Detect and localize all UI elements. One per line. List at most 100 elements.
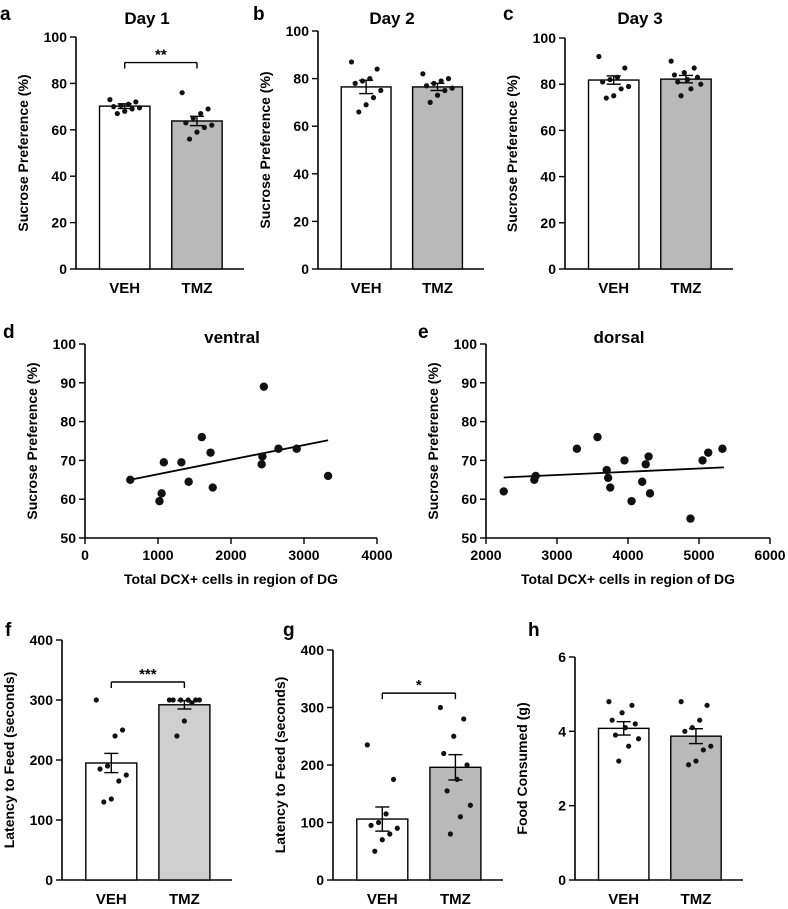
x-tick-label: 3000: [288, 547, 319, 563]
bar-tmz: [429, 766, 482, 881]
y-tick-label: 20: [540, 215, 556, 231]
y-tick-label: 60: [51, 122, 67, 138]
panel-e: e dorsal Sucrose Preference (%) 50 60 70 80 90 1…: [418, 322, 786, 587]
data-point: [119, 727, 126, 733]
scatter-point: [627, 496, 636, 506]
data-point: [596, 53, 602, 60]
panel-letter: b: [253, 4, 265, 25]
scatter-point: [126, 475, 135, 484]
scatter-point: [257, 460, 266, 469]
scatter-point: [704, 448, 713, 457]
scatter-point: [572, 444, 582, 453]
data-point: [427, 99, 433, 105]
data-point: [467, 802, 473, 808]
data-point: [136, 105, 143, 111]
data-point: [611, 93, 617, 99]
y-tick-label: 2: [558, 798, 566, 814]
scatter-point: [292, 444, 301, 453]
data-point: [189, 700, 195, 706]
significance-marker: *: [416, 677, 422, 694]
scatter-point: [274, 444, 283, 453]
y-tick-label: 0: [59, 261, 67, 277]
data-point: [607, 76, 613, 83]
data-point: [614, 74, 621, 80]
data-point: [122, 108, 128, 114]
y-tick-label: 40: [540, 169, 556, 185]
y-tick-label: 60: [60, 491, 76, 507]
y-axis-label: Sucrose Preference (%): [257, 71, 273, 228]
panel-f: f Latency to Feed (seconds) 0 100 200 300 400 V…: [1, 620, 232, 908]
data-point: [700, 747, 706, 753]
data-point: [694, 74, 701, 80]
scatter-point: [157, 489, 166, 498]
chart-title: Day 2: [369, 9, 414, 28]
y-tick-label: 80: [540, 76, 556, 92]
data-point: [394, 825, 400, 831]
x-tick-label: 2000: [470, 547, 501, 563]
data-point: [609, 717, 615, 723]
data-point: [629, 702, 635, 708]
data-point: [675, 79, 681, 85]
y-axis-label: Latency to Feed (seconds): [272, 677, 288, 854]
scatter-point: [638, 477, 647, 486]
y-tick-label: 100: [454, 336, 478, 352]
data-point: [457, 814, 463, 820]
data-point: [441, 750, 447, 757]
y-tick-label: 70: [461, 452, 477, 468]
scatter-point: [208, 483, 217, 492]
data-point: [464, 762, 470, 768]
y-tick-label: 0: [301, 261, 309, 277]
data-point: [97, 766, 103, 772]
data-point: [133, 99, 139, 105]
data-point: [449, 85, 455, 91]
y-tick-label: 100: [286, 23, 310, 39]
scatter-point: [323, 471, 333, 481]
y-axis-label: Sucrose Preference (%): [15, 74, 31, 231]
panel-letter: d: [3, 322, 15, 343]
panel-letter: a: [0, 4, 11, 25]
data-point: [438, 78, 444, 84]
scatter-point: [159, 458, 169, 467]
bar-veh: [587, 79, 640, 270]
data-point: [104, 763, 111, 769]
y-tick-label: 40: [293, 166, 309, 182]
data-point: [201, 124, 207, 131]
scatter-point: [258, 452, 267, 461]
scatter-point: [645, 489, 655, 498]
scatter-point: [620, 456, 629, 465]
y-tick-label: 100: [533, 30, 557, 46]
y-tick-label: 80: [461, 414, 477, 430]
data-point: [363, 102, 369, 108]
data-point: [635, 736, 642, 742]
data-point: [107, 97, 113, 103]
data-point: [697, 717, 703, 723]
scatter-point: [499, 487, 508, 496]
scatter-point: [593, 432, 602, 442]
x-category-label: TMZ: [182, 280, 213, 297]
scatter-point: [602, 465, 611, 475]
x-tick-label: 5000: [683, 547, 714, 563]
data-point: [194, 129, 200, 135]
data-point: [118, 102, 124, 109]
data-point: [682, 728, 688, 734]
scatter-point: [259, 382, 269, 391]
y-tick-label: 100: [301, 815, 325, 831]
scatter-point: [206, 448, 215, 457]
data-point: [93, 697, 99, 703]
y-axis-label: Latency to Feed (seconds): [1, 672, 17, 849]
data-point: [375, 819, 382, 826]
data-point: [632, 721, 638, 727]
chart-title: ventral: [204, 328, 260, 347]
data-point: [444, 788, 450, 794]
y-tick-label: 300: [301, 700, 325, 716]
data-point: [198, 110, 204, 117]
y-tick-label: 20: [293, 213, 309, 229]
data-point: [123, 772, 129, 778]
y-tick-label: 100: [30, 812, 54, 828]
data-point: [600, 79, 606, 85]
data-point: [625, 83, 632, 90]
data-point: [685, 762, 692, 768]
data-point: [689, 725, 695, 731]
y-tick-label: 100: [44, 29, 68, 45]
bar-veh: [597, 727, 650, 881]
